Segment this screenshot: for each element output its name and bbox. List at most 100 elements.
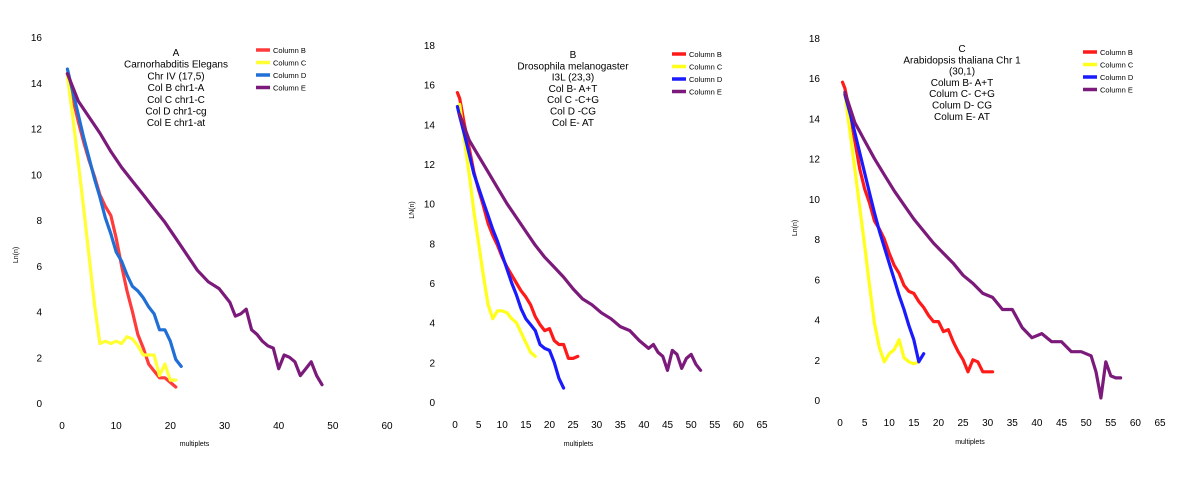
- x-tick-label: 20: [165, 421, 177, 432]
- legend-entry: Column B: [689, 50, 722, 59]
- x-tick-label: 35: [1007, 418, 1019, 429]
- series-line-column-d: [843, 92, 926, 364]
- x-tick-label: 0: [452, 420, 458, 431]
- x-tick-label: 30: [219, 421, 231, 432]
- x-tick-label: 40: [273, 421, 285, 432]
- series-line-column-e: [65, 71, 324, 387]
- annotation-line: Col C -C+G: [547, 95, 599, 106]
- annotation-line: Col D -CG: [550, 107, 596, 118]
- legend-entry: Column B: [273, 46, 306, 55]
- x-tick-label: 20: [933, 418, 945, 429]
- x-tick-label: 50: [327, 421, 339, 432]
- y-tick-label: 2: [429, 358, 435, 369]
- x-tick-label: 5: [476, 420, 482, 431]
- x-tick-label: 25: [568, 420, 580, 431]
- x-tick-label: 55: [1105, 418, 1117, 429]
- annotation-line: Col C chr1-C: [147, 95, 205, 106]
- x-tick-label: 45: [1056, 418, 1068, 429]
- y-tick-label: 18: [424, 41, 436, 52]
- y-tick-label: 10: [31, 170, 43, 181]
- y-tick-label: 4: [429, 319, 435, 330]
- x-tick-label: 10: [111, 421, 123, 432]
- chart-panel-a: 0 2 4 6 8 10 12 14 16 0 10 20 30 40 50 60 multiplets Ln(n…: [13, 33, 393, 448]
- x-tick-label: 15: [908, 418, 920, 429]
- y-tick-label: 14: [809, 114, 821, 125]
- series-line-column-e: [843, 90, 1123, 400]
- panel-letter: C: [958, 44, 965, 55]
- x-tick-label: 35: [615, 420, 627, 431]
- y-tick-label: 10: [424, 200, 436, 211]
- y-tick-label: 4: [36, 308, 42, 319]
- y-tick-label: 0: [814, 396, 820, 407]
- x-tick-label: 60: [381, 421, 393, 432]
- series-line-column-d: [455, 104, 566, 390]
- x-tick-label: 60: [1130, 418, 1142, 429]
- y-tick-label: 18: [809, 34, 821, 45]
- annotation-line: Col E- AT: [552, 118, 594, 129]
- annotation-line: Colum C- C+G: [929, 89, 995, 100]
- x-tick-label: 45: [662, 420, 674, 431]
- y-tick-label: 14: [31, 79, 43, 90]
- legend-entry: Column E: [689, 88, 722, 97]
- x-tick-label: 65: [756, 420, 768, 431]
- x-tick-label: 40: [638, 420, 650, 431]
- annotation-line: (30,1): [949, 67, 975, 78]
- legend-entry: Column C: [273, 59, 307, 68]
- x-tick-label: 55: [709, 420, 721, 431]
- y-tick-label: 0: [429, 398, 435, 409]
- series-line-column-e: [458, 112, 703, 372]
- y-tick-label: 8: [814, 235, 820, 246]
- y-tick-label: 16: [31, 33, 43, 44]
- legend-entry: Column E: [1100, 86, 1133, 95]
- series-line-column-b: [840, 80, 995, 374]
- x-tick-label: 40: [1031, 418, 1043, 429]
- annotation-line: Arabidopsis thaliana Chr 1: [903, 55, 1021, 66]
- annotation-line: Colum E- AT: [934, 112, 990, 123]
- panel-letter: A: [173, 48, 180, 59]
- y-tick-label: 12: [424, 160, 436, 171]
- y-tick-label: 16: [809, 74, 821, 85]
- x-tick-label: 50: [686, 420, 698, 431]
- x-tick-label: 0: [837, 418, 843, 429]
- y-axis-label: Ln(n): [792, 220, 799, 236]
- legend-entry: Column D: [689, 75, 723, 84]
- x-tick-label: 10: [497, 420, 509, 431]
- legend-entry: Column E: [273, 84, 306, 93]
- y-tick-label: 14: [424, 120, 436, 131]
- annotation-line: Col D chr1-cg: [145, 107, 206, 118]
- series-line-column-d: [65, 67, 183, 368]
- x-tick-label: 25: [958, 418, 970, 429]
- y-axis-label: Ln(n): [13, 247, 20, 263]
- annotation-line: Colum B- A+T: [931, 78, 994, 89]
- y-tick-label: 6: [36, 262, 42, 273]
- y-tick-label: 6: [429, 279, 435, 290]
- legend-entry: Column C: [1100, 61, 1134, 70]
- y-tick-label: 0: [36, 399, 42, 410]
- panel-letter: B: [570, 50, 577, 61]
- x-tick-label: 30: [982, 418, 994, 429]
- y-tick-label: 6: [814, 275, 820, 286]
- series-line-column-c: [458, 102, 537, 358]
- x-axis-label: multiplets: [564, 441, 594, 448]
- legend-entry: Column D: [273, 71, 307, 80]
- annotation-line: Drosophila melanogaster: [517, 61, 629, 72]
- y-tick-label: 2: [814, 356, 820, 367]
- annotation-line: Col B chr1-A: [148, 83, 205, 94]
- y-tick-label: 2: [36, 353, 42, 364]
- series-line-column-c: [843, 92, 921, 366]
- legend-entry: Column C: [689, 63, 723, 72]
- x-tick-label: 60: [733, 420, 745, 431]
- y-tick-label: 8: [429, 239, 435, 250]
- x-axis-label: multiplets: [180, 441, 210, 448]
- x-tick-label: 0: [59, 421, 65, 432]
- y-tick-label: 16: [424, 81, 436, 92]
- annotation-line: I3L (23,3): [552, 73, 594, 84]
- x-tick-label: 20: [544, 420, 556, 431]
- y-tick-label: 12: [31, 125, 43, 136]
- y-tick-label: 10: [809, 195, 821, 206]
- y-tick-label: 8: [36, 216, 42, 227]
- legend-entry: Column D: [1100, 73, 1134, 82]
- x-axis-label: multiplets: [955, 439, 985, 446]
- x-tick-label: 30: [591, 420, 603, 431]
